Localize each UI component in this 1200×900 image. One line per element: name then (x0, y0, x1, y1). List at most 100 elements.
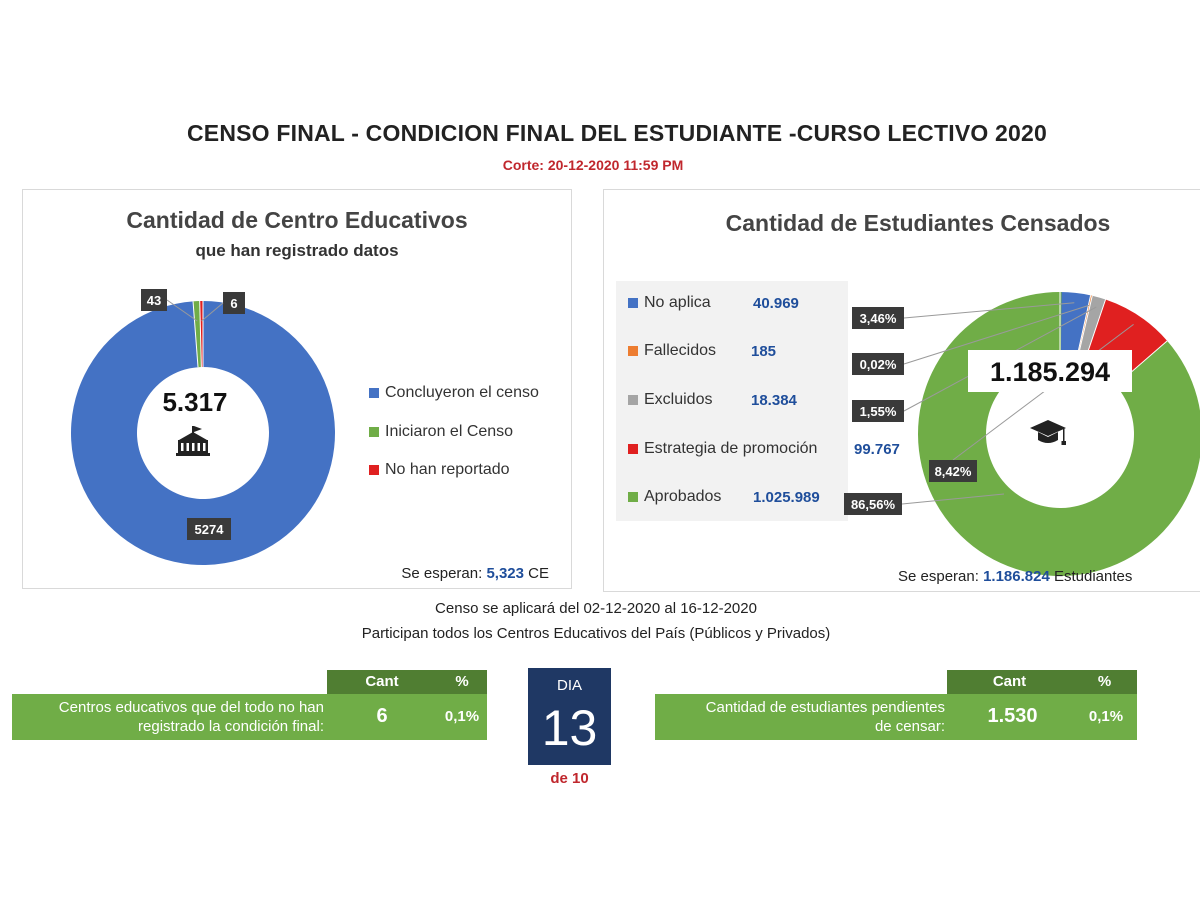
data-label-0: 3,46% (860, 311, 897, 326)
leader-line (201, 302, 224, 322)
schools-expected: Se esperan: 5,323 CE (401, 565, 549, 582)
label-line: registrado la condición final: (138, 718, 324, 735)
legend-label: Iniciaron el Censo (385, 422, 514, 440)
row-swatch (628, 395, 638, 405)
legend-item-iniciaron: Iniciaron el Censo (369, 413, 539, 452)
participants-note: Participan todos los Centros Educativos … (361, 625, 831, 642)
donut-slice-excluidos (1076, 295, 1106, 364)
students-expected: Se esperan: 1.186.824 Estudiantes (898, 568, 1132, 585)
students-summary-label: Cantidad de estudiantes pendientes de ce… (655, 698, 945, 736)
table-row-estrategia: Estrategia de promoción 99.767 (616, 435, 900, 463)
expected-label: Se esperan: (401, 565, 483, 582)
schools-chart-legend: Concluyeron el censo Iniciaron el Censo … (369, 374, 539, 490)
table-row-aprobados: Aprobados 1.025.989 (616, 483, 848, 511)
data-label-2-box (852, 400, 904, 422)
legend-label: Concluyeron el censo (385, 384, 539, 402)
slice-separator (199, 301, 202, 368)
data-label-2: 1,55% (860, 404, 897, 419)
label-line: de censar: (874, 718, 945, 735)
slice-separator (192, 301, 199, 368)
row-label: Aprobados (644, 488, 722, 505)
expected-label: Se esperan: (898, 568, 979, 585)
row-label: Excluidos (644, 391, 713, 408)
row-label: Fallecidos (644, 342, 717, 359)
row-swatch (628, 298, 638, 308)
data-label-1: 0,02% (860, 357, 897, 372)
row-value: 18.384 (751, 391, 797, 409)
data-label-1-box (852, 353, 904, 375)
leader-line (952, 323, 1134, 461)
table-row-excluidos: Excluidos 18.384 (616, 386, 848, 414)
cutoff-date: Corte: 20-12-2020 11:59 PM (502, 157, 684, 173)
students-pending-pct: 0,1% (1088, 708, 1124, 725)
data-label-6: 6 (230, 296, 237, 311)
data-label-5274: 5274 (195, 522, 225, 537)
data-label-5274-box (187, 518, 231, 540)
main-title: CENSO FINAL - CONDICION FINAL DEL ESTUDI… (186, 120, 1048, 146)
header-cant: Cant (365, 673, 399, 690)
legend-swatch (369, 426, 379, 437)
students-pending-count: 1.530 (987, 705, 1038, 727)
leader-line (903, 304, 1090, 365)
donut-slice-no-aplica (1060, 292, 1091, 362)
expected-value: 1.186.824 (983, 568, 1050, 585)
students-summary-row: Cantidad de estudiantes pendientes de ce… (655, 694, 1137, 740)
school-building-icon (176, 426, 210, 456)
expected-unit: Estudiantes (1053, 568, 1133, 585)
data-label-4: 86,56% (851, 497, 896, 512)
schools-donut-chart: 5274 43 6 5.317 (71, 289, 336, 565)
legend-label: No han reportado (385, 461, 510, 479)
row-swatch (628, 444, 638, 454)
students-data-table: No aplica 40.969 Fallecidos 185 Excluido… (616, 281, 900, 521)
leader-line (903, 302, 1075, 319)
row-value: 185 (751, 342, 777, 360)
legend-item-no-reportado: No han reportado (369, 451, 539, 490)
legend-item-concluyeron: Concluyeron el censo (369, 374, 539, 413)
row-swatch (628, 492, 638, 502)
center-total: 5.317 (162, 387, 227, 417)
schools-chart-title: Cantidad de Centro Educativos (126, 207, 468, 233)
label-line: Cantidad de estudiantes pendientes (705, 699, 945, 716)
data-label-43-box (141, 289, 167, 311)
schools-summary-row: Centros educativos que del todo no han r… (12, 694, 487, 740)
donut-slice-iniciaron-el-censo (193, 301, 202, 368)
leader-line (166, 299, 198, 322)
schools-pending-pct: 0,1% (444, 708, 480, 725)
row-value: 99.767 (854, 440, 900, 458)
day-label: DIA (556, 677, 582, 694)
day-counter: DIA 13 (528, 668, 611, 765)
day-number: 13 (541, 700, 598, 756)
header-cant: Cant (992, 673, 1027, 690)
schools-chart-panel: Cantidad de Centro Educativos que han re… (22, 189, 572, 589)
students-donut-chart: 3,46% 0,02% 1,55% 8,42% 86,56% 1.185.294 (844, 292, 1200, 576)
center-total-box (968, 350, 1132, 392)
schools-chart-subtitle: que han registrado datos (195, 241, 399, 260)
center-total: 1.185.294 (990, 357, 1110, 387)
header-pct: % (1097, 673, 1112, 690)
expected-unit: CE (528, 565, 549, 582)
schools-summary-label: Centros educativos que del todo no han r… (12, 698, 324, 736)
leader-line (901, 493, 1005, 505)
expected-value: 5,323 (486, 565, 524, 582)
students-chart-panel: Cantidad de Estudiantes Censados No apli… (603, 189, 1200, 592)
data-label-3: 8,42% (935, 464, 972, 479)
header-pct: % (455, 673, 469, 690)
row-value: 40.969 (753, 294, 799, 312)
legend-swatch (369, 388, 379, 399)
row-value: 1.025.989 (753, 488, 820, 506)
census-dates-note: Censo se aplicará del 02-12-2020 al 16-1… (435, 600, 757, 617)
data-label-6-box (223, 292, 245, 314)
table-row-no-aplica: No aplica 40.969 (616, 289, 848, 317)
schools-summary-header: Cant % (327, 670, 487, 694)
schools-pending-count: 6 (376, 705, 388, 727)
data-label-4-box (844, 493, 902, 515)
row-label: No aplica (644, 294, 711, 311)
data-label-3-box (929, 460, 977, 482)
students-chart-title: Cantidad de Estudiantes Censados (725, 210, 1111, 236)
day-total: de 10 (550, 770, 589, 787)
students-summary-header: Cant % (947, 670, 1137, 694)
row-swatch (628, 346, 638, 356)
legend-swatch (369, 465, 379, 476)
row-label: Estrategia de promoción (644, 440, 818, 457)
donut-slice-concluyeron-el-censo (71, 301, 336, 565)
